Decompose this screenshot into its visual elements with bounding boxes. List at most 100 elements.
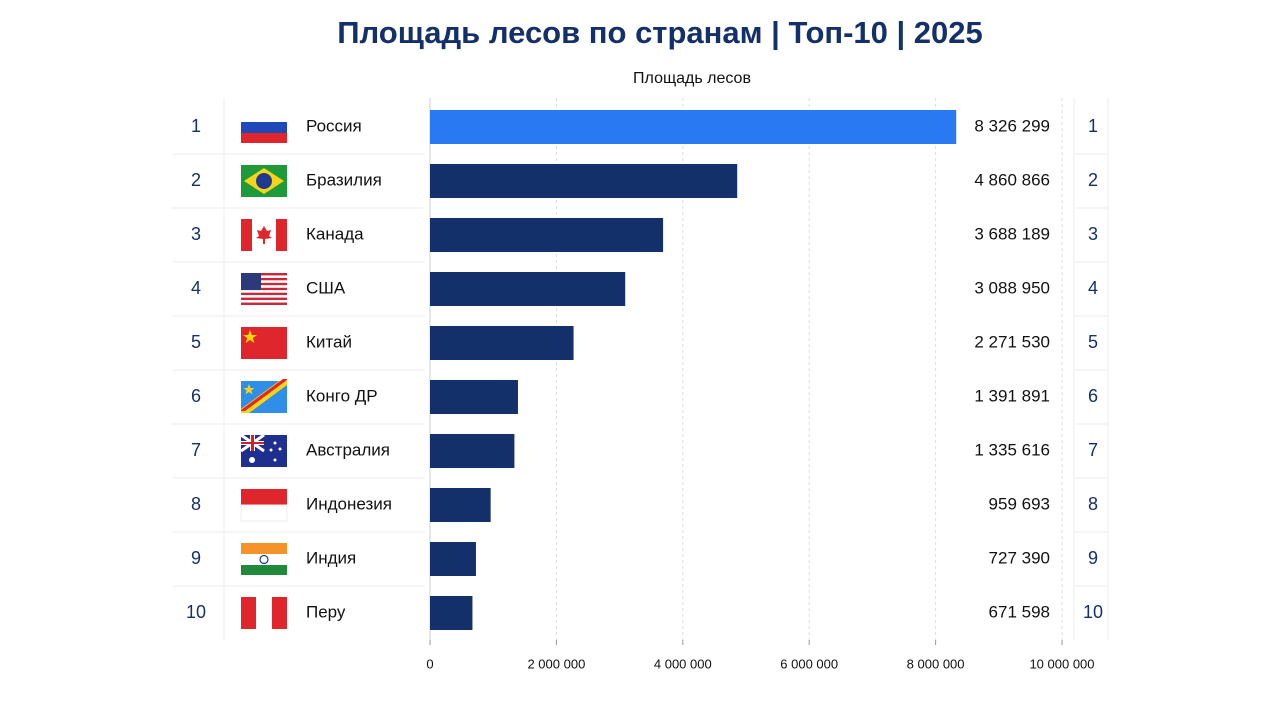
flag — [241, 597, 256, 629]
rank-label: 3 — [191, 224, 201, 244]
category-label: Австралия — [306, 440, 390, 459]
flag — [241, 111, 287, 143]
flag — [243, 384, 255, 395]
rank-label: 3 — [1088, 224, 1098, 244]
flag — [241, 277, 287, 281]
flag — [241, 273, 261, 290]
rank-label: 6 — [191, 386, 201, 406]
flag — [241, 133, 287, 143]
rank-label: 4 — [191, 278, 201, 298]
flag — [241, 302, 287, 305]
x-tick-label: 6 000 000 — [780, 656, 838, 671]
x-tick-label: 0 — [426, 656, 433, 671]
flag — [241, 297, 287, 301]
rank-label: 10 — [186, 602, 206, 622]
flag — [241, 282, 287, 286]
bar — [430, 380, 518, 414]
value-label: 671 598 — [989, 602, 1050, 621]
flag — [241, 554, 287, 565]
flag — [241, 273, 287, 305]
category-label: Канада — [306, 224, 364, 243]
flag — [240, 433, 287, 467]
category-label: Индия — [306, 548, 356, 567]
x-tick-label: 2 000 000 — [527, 656, 585, 671]
flag — [241, 543, 287, 575]
rank-label: 6 — [1088, 386, 1098, 406]
flag — [249, 457, 255, 463]
value-label: 959 693 — [989, 494, 1050, 513]
flag — [256, 226, 272, 244]
flag — [240, 504, 288, 522]
value-label: 4 860 866 — [974, 170, 1050, 189]
rank-label: 2 — [1088, 170, 1098, 190]
flag — [241, 300, 287, 303]
flag — [241, 273, 287, 276]
flag — [276, 219, 287, 251]
flag — [272, 597, 287, 629]
x-tick-label: 4 000 000 — [654, 656, 712, 671]
rank-label: 9 — [191, 548, 201, 568]
flag — [273, 441, 277, 445]
flag — [241, 442, 264, 444]
category-label: Индонезия — [306, 494, 392, 513]
flag — [241, 287, 287, 291]
bar — [430, 110, 957, 144]
rank-label: 7 — [191, 440, 201, 460]
rank-label: 7 — [1088, 440, 1098, 460]
value-label: 727 390 — [989, 548, 1050, 567]
x-tick-label: 8 000 000 — [907, 656, 965, 671]
value-label: 2 271 530 — [974, 332, 1050, 351]
flag — [240, 489, 288, 522]
rank-label: 8 — [191, 494, 201, 514]
flag — [241, 565, 287, 575]
rank-label: 8 — [1088, 494, 1098, 514]
x-tick-label: 10 000 000 — [1029, 656, 1094, 671]
rank-label: 1 — [1088, 116, 1098, 136]
flag — [241, 543, 287, 554]
flag — [241, 379, 287, 413]
category-label: США — [306, 278, 346, 297]
flag — [273, 458, 277, 462]
bar — [430, 488, 491, 522]
category-label: Россия — [306, 116, 362, 135]
rank-label: 2 — [191, 170, 201, 190]
bar — [430, 164, 738, 198]
flag — [243, 330, 257, 343]
flag — [241, 219, 252, 251]
rank-label: 1 — [191, 116, 201, 136]
flag — [241, 165, 287, 197]
value-label: 3 688 189 — [974, 224, 1050, 243]
flag — [259, 554, 269, 565]
flag — [241, 122, 287, 133]
category-label: Конго ДР — [306, 386, 378, 405]
flag — [241, 379, 287, 411]
flag — [241, 219, 287, 251]
flag — [269, 448, 273, 452]
bar — [430, 272, 626, 306]
value-label: 8 326 299 — [974, 116, 1050, 135]
flag — [241, 327, 287, 359]
rank-label: 5 — [191, 332, 201, 352]
flag — [278, 447, 282, 451]
rank-label: 10 — [1083, 602, 1103, 622]
flag — [241, 285, 287, 288]
flag — [241, 280, 287, 283]
chart-title: Площадь лесов по странам | Топ-10 | 2025 — [337, 15, 983, 50]
flag — [241, 111, 287, 122]
bar — [430, 542, 476, 576]
bar — [430, 218, 664, 252]
flag — [241, 292, 287, 296]
category-label: Бразилия — [306, 170, 382, 189]
flag — [241, 327, 287, 359]
value-label: 3 088 950 — [974, 278, 1050, 297]
bar — [430, 596, 473, 630]
axis-title: Площадь лесов — [633, 70, 751, 87]
flag — [241, 290, 287, 293]
flag — [241, 295, 287, 298]
bar — [430, 434, 515, 468]
rank-label: 4 — [1088, 278, 1098, 298]
flag — [256, 173, 272, 189]
rank-label: 5 — [1088, 332, 1098, 352]
category-label: Китай — [306, 332, 352, 351]
